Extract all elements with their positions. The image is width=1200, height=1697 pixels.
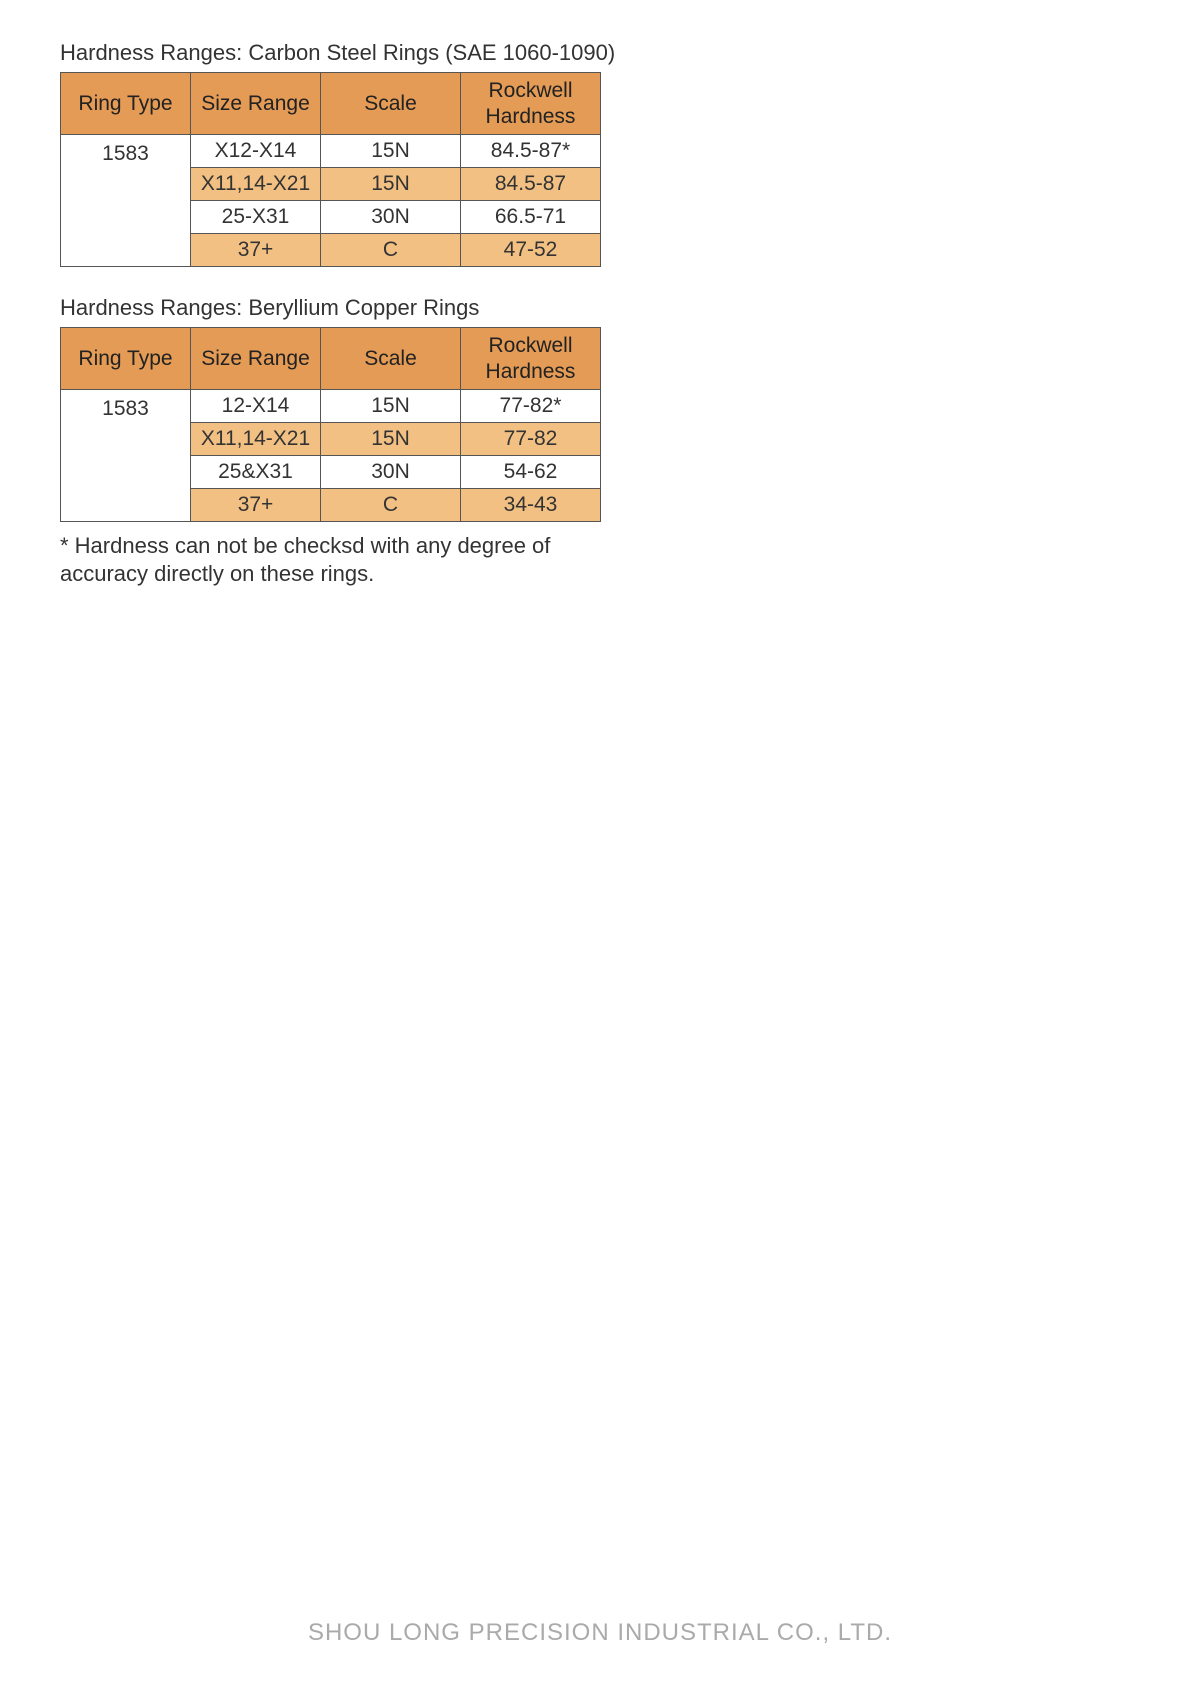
table1-r0-rockwell: 84.5-87* <box>461 135 601 168</box>
table2-header-ringtype: Ring Type <box>61 328 191 390</box>
table2-ringtype-cell: 1583 <box>61 390 191 522</box>
table2-header-scale: Scale <box>321 328 461 390</box>
footnote: * Hardness can not be checksd with any d… <box>60 532 620 587</box>
table1-header-size: Size Range <box>191 73 321 135</box>
table1-r0-scale: 15N <box>321 135 461 168</box>
table2: Ring Type Size Range Scale Rockwell Hard… <box>60 327 601 522</box>
table2-r2-rockwell: 54-62 <box>461 456 601 489</box>
page-footer: SHOU LONG PRECISION INDUSTRIAL CO., LTD. <box>0 1619 1200 1647</box>
table1-r2-rockwell: 66.5-71 <box>461 201 601 234</box>
table1-r2-scale: 30N <box>321 201 461 234</box>
page-content: Hardness Ranges: Carbon Steel Rings (SAE… <box>0 0 1200 649</box>
table2-r1-rockwell: 77-82 <box>461 423 601 456</box>
table1-r1-size: X11,14-X21 <box>191 168 321 201</box>
table2-r3-rockwell: 34-43 <box>461 489 601 522</box>
table1-r3-size: 37+ <box>191 234 321 267</box>
table2-r1-scale: 15N <box>321 423 461 456</box>
table1-header-row: Ring Type Size Range Scale Rockwell Hard… <box>61 73 601 135</box>
table2-header-size: Size Range <box>191 328 321 390</box>
table2-r1-size: X11,14-X21 <box>191 423 321 456</box>
table2-header-row: Ring Type Size Range Scale Rockwell Hard… <box>61 328 601 390</box>
table1-header-rockwell: Rockwell Hardness <box>461 73 601 135</box>
table1-title: Hardness Ranges: Carbon Steel Rings (SAE… <box>60 40 1140 66</box>
table1-header-ringtype: Ring Type <box>61 73 191 135</box>
table2-r3-size: 37+ <box>191 489 321 522</box>
table1-header-scale: Scale <box>321 73 461 135</box>
table-row: 1583 12-X14 15N 77-82* <box>61 390 601 423</box>
table1-r0-size: X12-X14 <box>191 135 321 168</box>
table2-title: Hardness Ranges: Beryllium Copper Rings <box>60 295 1140 321</box>
table1-ringtype-cell: 1583 <box>61 135 191 267</box>
table2-header-rockwell: Rockwell Hardness <box>461 328 601 390</box>
table2-r2-scale: 30N <box>321 456 461 489</box>
table2-r2-size: 25&X31 <box>191 456 321 489</box>
table1-r3-scale: C <box>321 234 461 267</box>
table-row: 1583 X12-X14 15N 84.5-87* <box>61 135 601 168</box>
table1-r1-rockwell: 84.5-87 <box>461 168 601 201</box>
table2-r0-size: 12-X14 <box>191 390 321 423</box>
table1: Ring Type Size Range Scale Rockwell Hard… <box>60 72 601 267</box>
table2-r0-rockwell: 77-82* <box>461 390 601 423</box>
table1-r2-size: 25-X31 <box>191 201 321 234</box>
table2-r3-scale: C <box>321 489 461 522</box>
table1-r1-scale: 15N <box>321 168 461 201</box>
table2-r0-scale: 15N <box>321 390 461 423</box>
table1-r3-rockwell: 47-52 <box>461 234 601 267</box>
